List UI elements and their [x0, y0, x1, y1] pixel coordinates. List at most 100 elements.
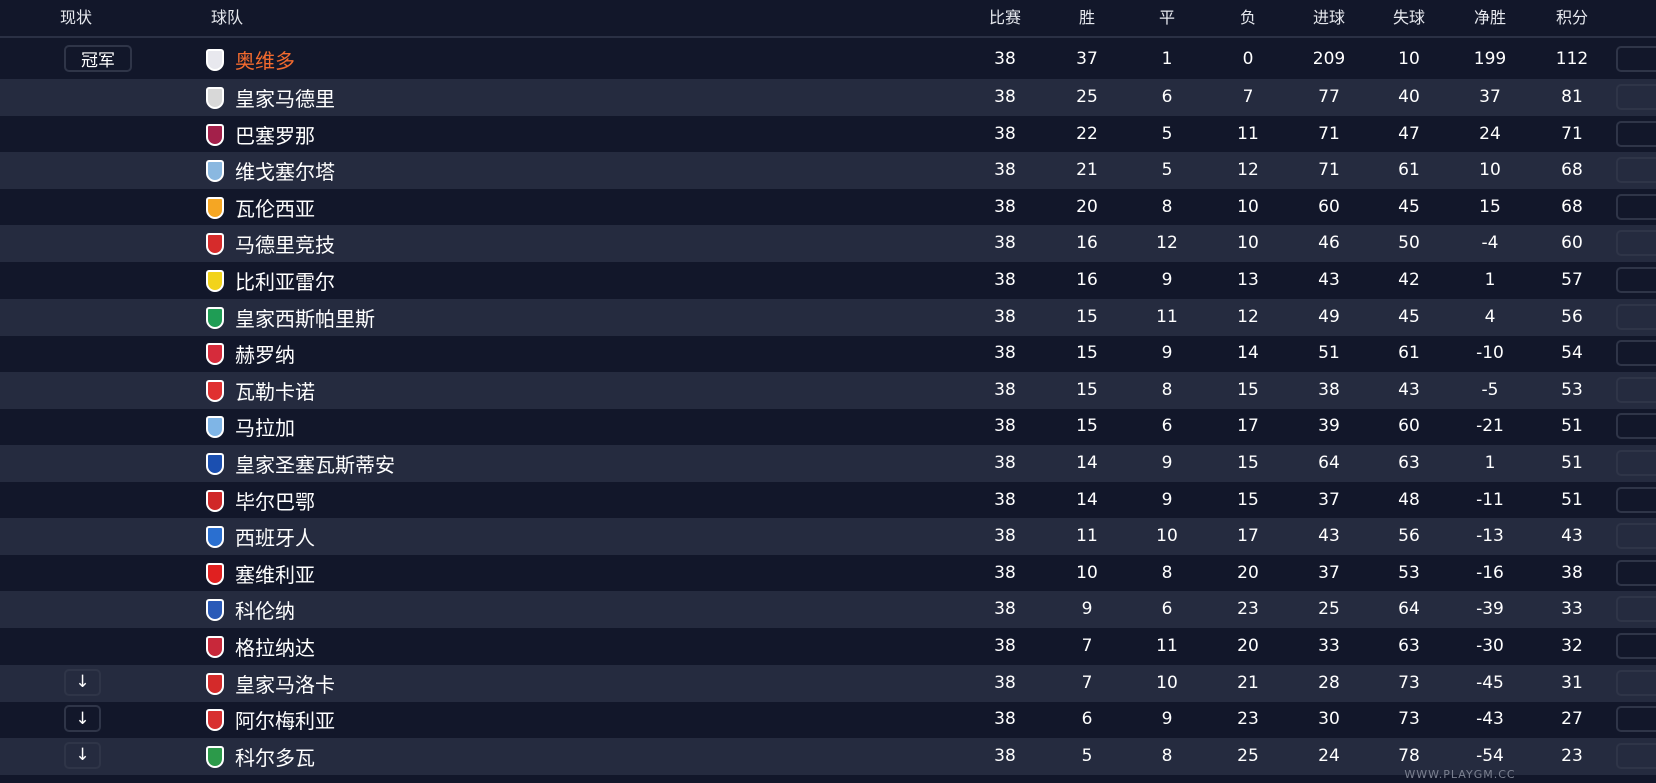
cell-lost: 11 — [1237, 123, 1259, 144]
row-action-button[interactable] — [1616, 706, 1656, 733]
team-name[interactable]: 阿尔梅利亚 — [235, 709, 335, 734]
cell-goals-against: 53 — [1398, 562, 1420, 583]
cell-goals-against: 60 — [1398, 416, 1420, 437]
row-action-button[interactable] — [1616, 157, 1656, 184]
team-name[interactable]: 科伦纳 — [235, 599, 295, 624]
team-name[interactable]: 比利亚雷尔 — [235, 270, 335, 294]
header-played[interactable]: 比赛 — [988, 8, 1022, 27]
team-name[interactable]: 马拉加 — [235, 416, 295, 441]
table-row[interactable]: 格拉纳达 38 7 11 20 33 63 -30 32 — [0, 628, 1656, 665]
cell-goals-against: 56 — [1398, 526, 1420, 547]
header-goal-difference[interactable]: 净胜 — [1473, 8, 1507, 27]
team-name[interactable]: 瓦勒卡诺 — [235, 379, 315, 404]
team-name[interactable]: 皇家西斯帕里斯 — [235, 306, 375, 331]
row-action-button[interactable] — [1616, 669, 1656, 696]
cell-lost: 25 — [1237, 745, 1259, 766]
row-action-button[interactable] — [1616, 46, 1656, 72]
team-name[interactable]: 毕尔巴鄂 — [235, 489, 315, 514]
cell-lost: 15 — [1237, 453, 1259, 473]
header-points[interactable]: 积分 — [1555, 8, 1589, 27]
table-row[interactable]: 瓦伦西亚 38 20 8 10 60 45 15 68 — [0, 189, 1656, 226]
table-row[interactable]: 毕尔巴鄂 38 14 9 15 37 48 -11 51 — [0, 482, 1656, 519]
row-action-button[interactable] — [1616, 486, 1656, 513]
team-name[interactable]: 西班牙人 — [235, 526, 315, 551]
team-name[interactable]: 巴塞罗那 — [235, 123, 315, 148]
team-name[interactable]: 塞维利亚 — [235, 562, 315, 587]
relegation-badge[interactable]: ↓ — [64, 705, 101, 733]
table-row[interactable]: ↓ 阿尔梅利亚 38 6 9 23 30 73 -43 27 — [0, 701, 1656, 738]
row-action-button[interactable] — [1616, 193, 1656, 220]
team-name[interactable]: 奥维多 — [235, 49, 295, 73]
cell-won: 37 — [1076, 49, 1098, 69]
cell-won: 25 — [1076, 87, 1098, 107]
team-name[interactable]: 科尔多瓦 — [235, 745, 315, 770]
cell-played: 38 — [994, 87, 1016, 107]
champion-badge[interactable]: 冠军 — [64, 45, 132, 72]
row-action-button[interactable] — [1616, 559, 1656, 586]
cell-goal-difference: -5 — [1481, 379, 1499, 400]
row-action-button[interactable] — [1616, 450, 1656, 476]
cell-lost: 7 — [1242, 87, 1254, 107]
table-row[interactable]: 塞维利亚 38 10 8 20 37 53 -16 38 — [0, 555, 1656, 592]
team-name[interactable]: 赫罗纳 — [235, 343, 295, 368]
table-row[interactable]: 皇家西斯帕里斯 38 15 11 12 49 45 4 56 — [0, 298, 1656, 336]
row-action-button[interactable] — [1616, 376, 1656, 403]
row-action-button[interactable] — [1616, 84, 1656, 110]
row-action-button[interactable] — [1616, 596, 1656, 623]
cell-goal-difference: 199 — [1473, 49, 1507, 69]
row-action-button[interactable] — [1616, 742, 1656, 769]
cell-points: 51 — [1561, 416, 1583, 437]
row-action-button[interactable] — [1616, 230, 1656, 257]
relegation-badge[interactable]: ↓ — [64, 741, 101, 769]
table-row[interactable]: ↓ 科尔多瓦 38 5 8 25 24 78 -54 23 — [0, 737, 1656, 775]
row-action-button[interactable] — [1616, 413, 1656, 440]
row-action-button[interactable] — [1616, 120, 1656, 147]
table-row[interactable]: 赫罗纳 38 15 9 14 51 61 -10 54 — [0, 335, 1656, 372]
cell-goals-against: 40 — [1398, 87, 1420, 107]
row-action-button[interactable] — [1616, 267, 1656, 293]
header-team[interactable]: 球队 — [211, 8, 244, 27]
cell-goals-against: 73 — [1398, 672, 1420, 693]
table-row[interactable]: 皇家马德里 38 25 6 7 77 40 37 81 — [0, 79, 1656, 116]
team-name[interactable]: 瓦伦西亚 — [235, 196, 315, 221]
cell-goals-against: 64 — [1398, 599, 1420, 620]
header-goals-against[interactable]: 失球 — [1392, 8, 1426, 27]
cell-goal-difference: -11 — [1476, 489, 1504, 510]
table-row[interactable]: 比利亚雷尔 38 16 9 13 43 42 1 57 — [0, 262, 1656, 299]
table-row[interactable]: 科伦纳 38 9 6 23 25 64 -39 33 — [0, 591, 1656, 629]
table-row[interactable]: 马德里竞技 38 16 12 10 46 50 -4 60 — [0, 225, 1656, 263]
row-action-button[interactable] — [1616, 523, 1656, 550]
cell-lost: 21 — [1237, 672, 1259, 693]
team-name[interactable]: 马德里竞技 — [235, 233, 335, 258]
header-drawn[interactable]: 平 — [1158, 8, 1176, 27]
table-row[interactable]: 巴塞罗那 38 22 5 11 71 47 24 71 — [0, 116, 1656, 153]
relegation-badge[interactable]: ↓ — [64, 668, 101, 696]
cell-drawn: 9 — [1161, 489, 1173, 510]
table-row[interactable]: 皇家圣塞瓦斯蒂安 38 14 9 15 64 63 1 51 — [0, 445, 1656, 482]
cell-goals-for: 33 — [1318, 636, 1340, 656]
team-name[interactable]: 维戈塞尔塔 — [235, 160, 335, 185]
team-name[interactable]: 皇家圣塞瓦斯蒂安 — [235, 453, 395, 477]
cell-lost: 17 — [1237, 416, 1259, 437]
header-status[interactable]: 现状 — [60, 8, 93, 27]
table-row[interactable]: 西班牙人 38 11 10 17 43 56 -13 43 — [0, 518, 1656, 556]
cell-goal-difference: 4 — [1484, 306, 1496, 327]
table-row[interactable]: 维戈塞尔塔 38 21 5 12 71 61 10 68 — [0, 152, 1656, 190]
row-action-button[interactable] — [1616, 340, 1656, 367]
header-won[interactable]: 胜 — [1078, 8, 1096, 27]
header-goals-for[interactable]: 进球 — [1312, 8, 1346, 27]
cell-goals-for: 28 — [1318, 672, 1340, 693]
team-name[interactable]: 皇家马德里 — [235, 87, 335, 111]
table-row[interactable]: 瓦勒卡诺 38 15 8 15 38 43 -5 53 — [0, 371, 1656, 409]
row-action-button[interactable] — [1616, 633, 1656, 659]
header-lost[interactable]: 负 — [1239, 8, 1257, 27]
team-crest-icon — [206, 526, 224, 549]
table-row[interactable]: 冠军 奥维多 38 37 1 0 209 10 199 112 — [0, 41, 1656, 78]
team-name[interactable]: 皇家马洛卡 — [235, 672, 335, 697]
cell-drawn: 10 — [1156, 526, 1178, 547]
team-crest-icon — [206, 160, 224, 183]
row-action-button[interactable] — [1616, 303, 1656, 330]
table-row[interactable]: ↓ 皇家马洛卡 38 7 10 21 28 73 -45 31 — [0, 664, 1656, 702]
table-row[interactable]: 马拉加 38 15 6 17 39 60 -21 51 — [0, 408, 1656, 445]
team-name[interactable]: 格拉纳达 — [235, 636, 315, 660]
